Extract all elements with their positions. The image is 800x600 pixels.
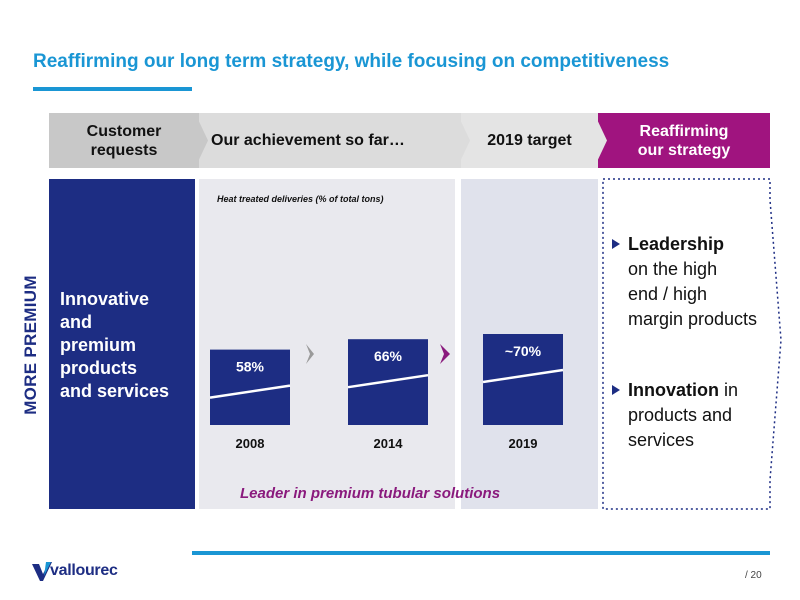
bullet2-line1: products and	[628, 405, 733, 425]
footer-rule	[192, 551, 770, 555]
bullet1-line2: end / high	[628, 284, 708, 304]
header-col1-line1: Customer	[86, 122, 162, 140]
dotted-chevron-outline	[602, 178, 782, 510]
left-line-4: products	[60, 358, 138, 378]
slide-title: Reaffirming our long term strategy, whil…	[33, 51, 670, 72]
triangle-bullet-icon	[612, 239, 620, 249]
left-line-5: and services	[60, 381, 170, 401]
left-line-2: and	[60, 312, 93, 332]
chevron-3	[594, 113, 607, 168]
left-line-1: Innovative	[60, 289, 150, 309]
vallourec-logo-icon	[32, 562, 52, 581]
brand-name: vallourec	[50, 562, 118, 579]
trend-line-2014	[347, 373, 429, 389]
header-col4-line1: Reaffirming	[639, 122, 729, 140]
bullet-arrow-1	[612, 239, 620, 249]
bullet2-bold: Innovation	[628, 380, 719, 400]
bullet2-rest: in	[719, 380, 739, 400]
chart-title: Heat treated deliveries (% of total tons…	[217, 194, 384, 204]
data-label-2019: ~70%	[505, 343, 542, 359]
left-panel	[49, 179, 195, 509]
strategy-bullet-1: Leadership on the high end / high margin…	[628, 232, 757, 332]
trend-line-2008	[209, 384, 291, 399]
chevron-2	[457, 113, 470, 168]
header-customer-requests: Customer requests	[49, 113, 199, 168]
purple-arrow-icon	[440, 344, 450, 364]
bullet-arrow-2	[612, 385, 620, 395]
header-col1-line2: requests	[90, 141, 158, 159]
header-2019-target: 2019 target	[461, 113, 598, 168]
bullet1-line3: margin products	[628, 309, 758, 329]
tagline: Leader in premium tubular solutions	[240, 485, 501, 502]
header-col3-label: 2019 target	[487, 132, 572, 149]
category-label-2008: 2008	[236, 436, 265, 451]
strategy-bullet-2: Innovation in products and services	[628, 378, 738, 453]
header-achievement: Our achievement so far…	[199, 113, 461, 168]
title-underline	[33, 87, 192, 91]
category-label-2014: 2014	[374, 436, 404, 451]
bullet1-bold: Leadership	[628, 234, 725, 254]
bullet1-line1: on the high	[628, 259, 718, 279]
category-label-2019: 2019	[509, 436, 538, 451]
chevron-1	[195, 113, 208, 168]
gray-arrow-icon	[306, 344, 314, 364]
data-label-2008: 58%	[236, 359, 265, 375]
header-col2-label: Our achievement so far…	[211, 132, 405, 149]
triangle-bullet-icon	[612, 385, 620, 395]
data-label-2014: 66%	[374, 348, 403, 364]
bullet2-line2: services	[628, 430, 695, 450]
left-panel-text: Innovative and premium products and serv…	[60, 288, 190, 403]
trend-line-2019	[482, 368, 564, 384]
header-col4-line2: our strategy	[637, 141, 731, 159]
header-reaffirming: Reaffirming our strategy	[598, 113, 770, 168]
left-line-3: premium	[60, 335, 137, 355]
page-number: / 20	[745, 570, 762, 581]
